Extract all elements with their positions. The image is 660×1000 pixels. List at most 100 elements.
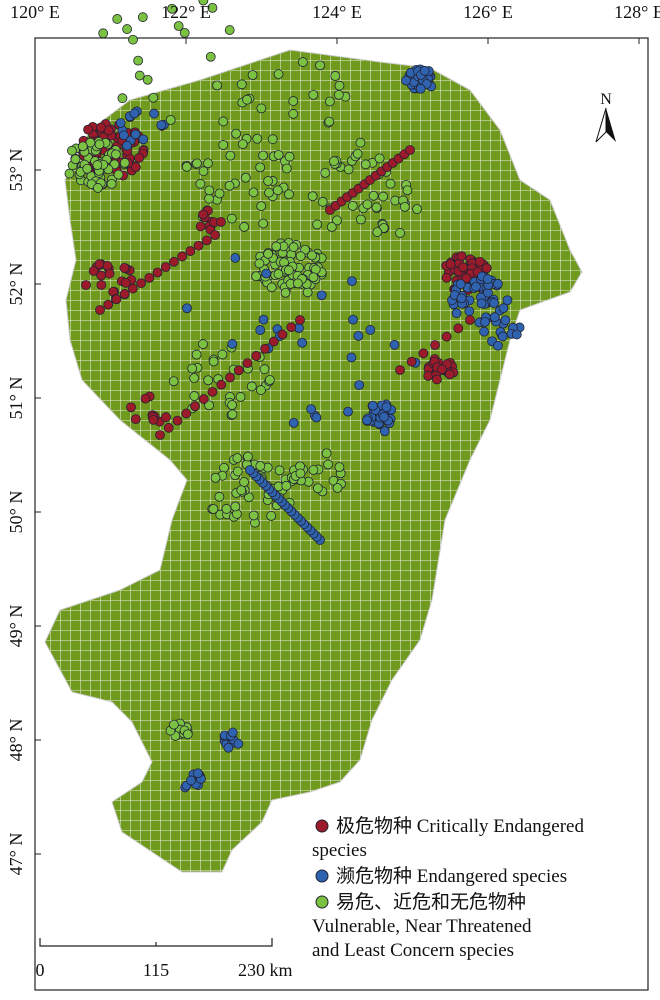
occurrence-dot bbox=[258, 218, 269, 229]
occurrence-dot bbox=[258, 150, 268, 161]
occurrence-dot bbox=[246, 381, 257, 392]
longitude-label: 120° E bbox=[10, 2, 60, 22]
occurrence-dot bbox=[169, 719, 179, 730]
occurrence-dot bbox=[111, 294, 122, 305]
occurrence-dot bbox=[172, 415, 183, 426]
occurrence-dot bbox=[482, 274, 493, 284]
occurrence-dot bbox=[362, 415, 372, 426]
occurrence-dot bbox=[255, 325, 266, 335]
occurrence-dot bbox=[271, 241, 282, 252]
occurrence-dot bbox=[458, 262, 469, 273]
occurrence-dot bbox=[189, 391, 200, 401]
occurrence-dot bbox=[456, 251, 467, 262]
occurrence-dot bbox=[266, 511, 277, 521]
occurrence-dot bbox=[307, 250, 317, 261]
occurrence-dot bbox=[256, 201, 267, 212]
occurrence-dot bbox=[126, 402, 136, 413]
occurrence-dot bbox=[481, 263, 492, 274]
legend-marker bbox=[315, 869, 329, 883]
occurrence-dot bbox=[225, 372, 235, 383]
occurrence-dot bbox=[273, 269, 284, 279]
occurrence-dot bbox=[401, 75, 411, 86]
occurrence-dot bbox=[441, 331, 452, 342]
occurrence-dot bbox=[261, 268, 272, 279]
occurrence-dot bbox=[136, 278, 146, 289]
occurrence-dot bbox=[423, 370, 434, 381]
occurrence-dot bbox=[104, 268, 115, 279]
occurrence-dot bbox=[371, 202, 382, 213]
legend-marker bbox=[315, 819, 329, 833]
occurrence-dot bbox=[297, 57, 308, 67]
occurrence-dot bbox=[83, 124, 93, 135]
occurrence-dot bbox=[239, 222, 250, 232]
occurrence-dot bbox=[480, 317, 490, 327]
occurrence-dot bbox=[283, 265, 294, 276]
occurrence-dot bbox=[302, 287, 313, 298]
occurrence-dot bbox=[511, 329, 522, 340]
occurrence-dot bbox=[227, 400, 237, 410]
legend-label: Vulnerable, Near Threatened bbox=[312, 916, 532, 937]
occurrence-dot bbox=[330, 71, 341, 81]
longitude-label: 128° E bbox=[614, 2, 660, 22]
occurrence-dot bbox=[137, 12, 148, 23]
occurrence-dot bbox=[451, 308, 462, 319]
occurrence-dot bbox=[163, 422, 174, 433]
occurrence-dot bbox=[455, 279, 466, 290]
occurrence-dot bbox=[227, 727, 238, 738]
occurrence-dot bbox=[182, 303, 192, 314]
legend-label: and Least Concern species bbox=[312, 940, 514, 961]
occurrence-dot bbox=[230, 253, 241, 263]
occurrence-dot bbox=[453, 323, 464, 334]
occurrence-dot bbox=[173, 21, 184, 31]
occurrence-dot bbox=[365, 325, 376, 335]
occurrence-dot bbox=[251, 351, 262, 361]
occurrence-dot bbox=[129, 108, 140, 119]
occurrence-dot bbox=[430, 340, 440, 350]
occurrence-dot bbox=[306, 404, 317, 414]
occurrence-dot bbox=[235, 392, 246, 402]
occurrence-dot bbox=[320, 167, 331, 178]
occurrence-dot bbox=[67, 145, 77, 156]
occurrence-dot bbox=[343, 406, 353, 417]
occurrence-dot bbox=[156, 120, 167, 130]
occurrence-dot bbox=[113, 169, 124, 180]
occurrence-dot bbox=[378, 191, 389, 202]
occurrence-dot bbox=[347, 276, 357, 287]
occurrence-dot bbox=[140, 393, 151, 404]
occurrence-dot bbox=[288, 108, 299, 119]
occurrence-dot bbox=[232, 453, 243, 464]
occurrence-dot bbox=[218, 116, 229, 127]
occurrence-dot bbox=[292, 278, 303, 289]
occurrence-dot bbox=[142, 74, 153, 85]
occurrence-dot bbox=[236, 485, 247, 496]
occurrence-dot bbox=[343, 164, 354, 175]
occurrence-dot bbox=[415, 83, 426, 94]
legend-label: species bbox=[312, 840, 367, 861]
occurrence-dot bbox=[284, 189, 294, 200]
occurrence-dot bbox=[497, 331, 508, 342]
occurrence-dot bbox=[295, 315, 305, 325]
occurrence-dot bbox=[437, 364, 447, 375]
occurrence-dot bbox=[353, 331, 364, 341]
occurrence-dot bbox=[272, 185, 283, 196]
occurrence-dot bbox=[207, 386, 218, 397]
occurrence-dot bbox=[204, 185, 215, 196]
longitude-label: 122° E bbox=[161, 2, 211, 22]
occurrence-dot bbox=[232, 466, 243, 477]
occurrence-dot bbox=[161, 412, 171, 423]
occurrence-dot bbox=[355, 137, 366, 148]
occurrence-dot bbox=[224, 180, 235, 191]
occurrence-dot bbox=[260, 343, 270, 354]
occurrence-dot bbox=[502, 295, 513, 306]
occurrence-dot bbox=[288, 417, 299, 428]
occurrence-dot bbox=[208, 504, 219, 514]
occurrence-dot bbox=[312, 219, 323, 230]
scale-label: 115 bbox=[143, 960, 169, 980]
occurrence-dot bbox=[348, 314, 358, 325]
occurrence-dot bbox=[96, 122, 106, 133]
scale-label: 0 bbox=[36, 960, 45, 980]
occurrence-dot bbox=[243, 451, 253, 462]
occurrence-dot bbox=[334, 462, 345, 473]
legend-marker bbox=[315, 895, 329, 909]
